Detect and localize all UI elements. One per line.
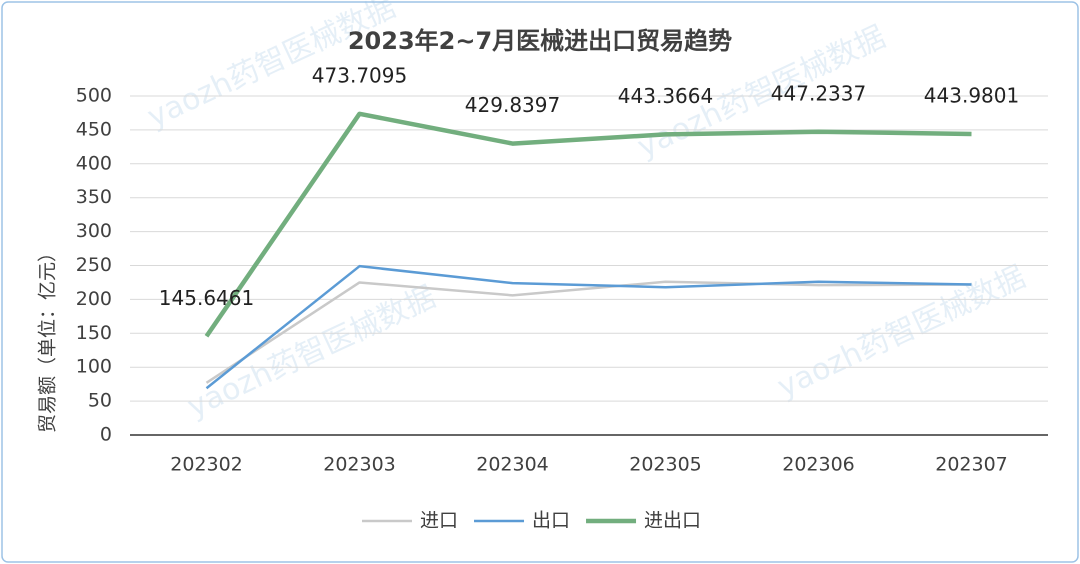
- y-tick-label: 0: [100, 424, 112, 446]
- y-tick-label: 150: [76, 322, 112, 344]
- x-tick-label: 202306: [782, 454, 855, 476]
- data-label: 443.9801: [924, 83, 1019, 107]
- legend-label: 进出口: [644, 510, 701, 532]
- legend-label: 进口: [420, 510, 458, 532]
- x-tick-label: 202305: [629, 454, 702, 476]
- y-tick-label: 300: [76, 220, 112, 242]
- x-tick-label: 202302: [170, 454, 243, 476]
- series-line: [205, 264, 972, 390]
- y-tick-label: 100: [76, 356, 112, 378]
- x-tick-label: 202304: [476, 454, 549, 476]
- legend-label: 出口: [532, 510, 570, 532]
- data-label: 145.6461: [159, 286, 254, 310]
- y-tick-label: 50: [88, 390, 112, 412]
- series-line: [204, 111, 972, 338]
- y-axis-title: 贸易额（单位：亿元）: [37, 243, 59, 433]
- y-tick-label: 350: [76, 186, 112, 208]
- x-tick-label: 202303: [323, 454, 396, 476]
- data-label: 443.3664: [618, 84, 713, 108]
- y-tick-label: 500: [76, 85, 112, 107]
- x-tick-label: 202307: [935, 454, 1008, 476]
- y-tick-label: 250: [76, 254, 112, 276]
- y-tick-label: 450: [76, 118, 112, 140]
- y-tick-label: 200: [76, 288, 112, 310]
- data-label: 473.7095: [312, 63, 407, 87]
- data-label: 429.8397: [465, 93, 560, 117]
- series-line: [205, 280, 972, 384]
- y-tick-label: 400: [76, 152, 112, 174]
- chart-title: 2023年2~7月医械进出口贸易趋势: [348, 27, 732, 55]
- data-label: 447.2337: [771, 81, 866, 105]
